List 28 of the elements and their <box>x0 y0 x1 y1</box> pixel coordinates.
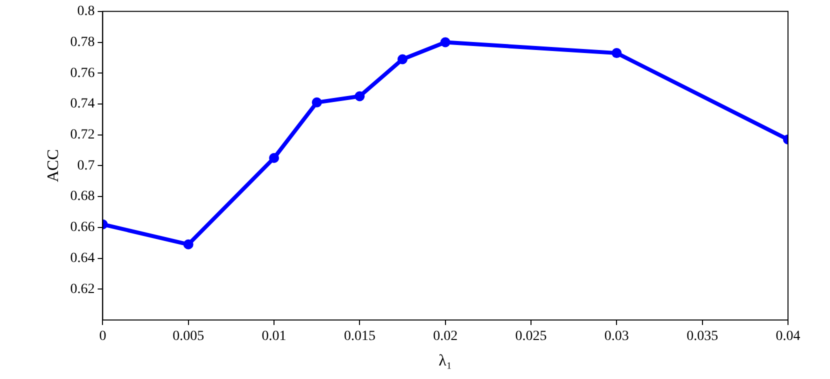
point <box>269 152 280 163</box>
point <box>440 37 450 48</box>
x-tick-label: 0 <box>99 329 106 344</box>
y-tick-label: 0.62 <box>70 282 95 297</box>
y-tick-label: 0.74 <box>70 96 95 112</box>
y-tick-label: 0.8 <box>77 4 95 20</box>
x-tick-label: 0.01 <box>262 329 286 344</box>
y-tick-label: 0.7 <box>77 158 95 174</box>
x-axis-title: λ₁ <box>438 352 452 370</box>
point <box>354 91 365 102</box>
y-tick-label: 0.64 <box>70 250 95 266</box>
y-tick-label: 0.68 <box>70 189 95 204</box>
y-tick-label: 0.78 <box>70 34 95 50</box>
point <box>398 54 408 64</box>
y-tick-label: 0.72 <box>70 128 95 143</box>
x-tick-label: 0.025 <box>515 329 547 344</box>
y-axis-title: ACC <box>44 149 62 182</box>
x-tick-label: 0.02 <box>433 329 458 344</box>
x-tick-label: 0.015 <box>344 329 376 344</box>
y-tick-label: 0.76 <box>70 66 95 81</box>
point <box>183 239 194 250</box>
x-tick-label: 0.03 <box>604 329 629 344</box>
y-tick-label: 0.66 <box>70 220 95 236</box>
x-tick-label: 0.035 <box>686 329 718 344</box>
x-tick-label: 0.005 <box>172 329 204 344</box>
point <box>612 48 622 58</box>
x-tick-label: 0.04 <box>776 329 800 344</box>
point <box>312 97 322 108</box>
